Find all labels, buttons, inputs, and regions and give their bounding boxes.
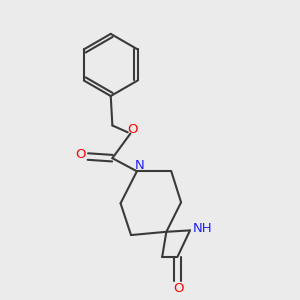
Text: O: O (75, 148, 86, 161)
Text: N: N (135, 159, 144, 172)
Text: O: O (127, 123, 137, 136)
Text: NH: NH (193, 222, 212, 235)
Text: O: O (173, 282, 184, 295)
